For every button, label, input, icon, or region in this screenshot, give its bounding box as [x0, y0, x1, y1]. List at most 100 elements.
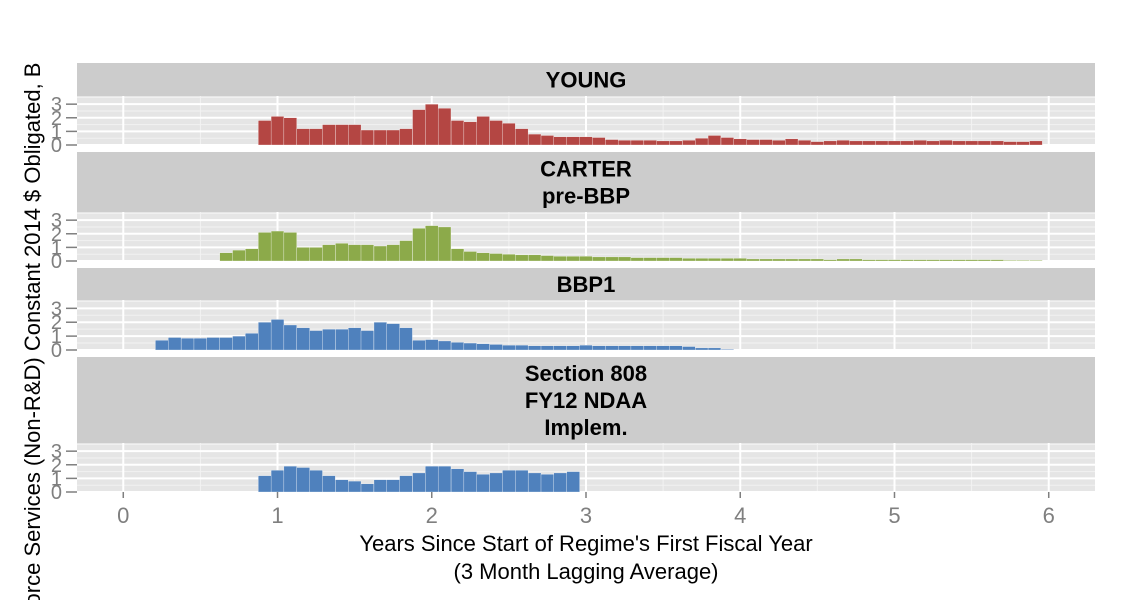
bar: [181, 338, 195, 351]
bar: [399, 240, 413, 262]
bar: [399, 327, 413, 351]
bar: [926, 140, 940, 146]
bar: [322, 244, 336, 262]
bar: [450, 468, 465, 493]
bar: [617, 256, 632, 262]
bar: [823, 259, 837, 262]
bar: [990, 140, 1004, 146]
bar: [219, 337, 233, 351]
y-tick-label: 0: [51, 482, 62, 504]
bar: [528, 133, 542, 146]
bar: [643, 140, 657, 146]
bar: [296, 247, 310, 262]
bar: [476, 343, 490, 351]
bar: [283, 232, 297, 262]
bar: [450, 248, 465, 262]
bar: [900, 259, 914, 262]
bar: [373, 479, 387, 493]
bar: [592, 256, 606, 262]
bar: [785, 138, 799, 146]
facet-strip-label: FY12 NDAA: [525, 388, 647, 413]
facet-strip-label: Section 808: [525, 361, 647, 386]
bar: [168, 337, 182, 351]
bar: [540, 474, 555, 493]
facet-strip: [77, 152, 1095, 212]
bar: [707, 347, 722, 351]
bar: [283, 117, 297, 146]
bar: [528, 472, 542, 493]
bar: [360, 483, 375, 493]
bar: [528, 254, 542, 262]
bar: [656, 345, 670, 351]
bar: [373, 245, 387, 262]
bar: [695, 258, 709, 262]
bar: [733, 258, 747, 262]
bar: [283, 465, 297, 493]
bar: [720, 258, 735, 262]
bar: [707, 258, 722, 262]
y-axis-title: orce Services (Non-R&D) Constant 2014 $ …: [20, 63, 45, 600]
bar: [797, 140, 812, 146]
x-axis-title-line-1: Years Since Start of Regime's First Fisc…: [359, 531, 812, 556]
y-tick-label: 3: [51, 441, 62, 463]
bar: [707, 135, 722, 146]
bar: [579, 256, 593, 262]
bar: [412, 228, 426, 262]
y-tick-label: 1: [51, 326, 62, 348]
bar: [887, 259, 902, 262]
y-tick-label: 1: [51, 121, 62, 143]
bar: [476, 474, 490, 493]
bar: [309, 247, 323, 262]
bar: [682, 346, 696, 351]
bar: [515, 344, 529, 351]
bar: [630, 257, 644, 262]
bar: [952, 140, 966, 146]
bar: [489, 344, 503, 351]
bar: [412, 472, 426, 493]
facet-strip-label: YOUNG: [546, 68, 627, 93]
x-tick-label: 2: [426, 503, 438, 528]
bar: [489, 120, 503, 146]
bar: [425, 465, 439, 493]
bar: [862, 259, 876, 262]
bar: [682, 140, 696, 146]
bar: [296, 128, 310, 146]
bar: [656, 140, 670, 146]
bar: [630, 140, 644, 146]
y-tick-label: 0: [51, 340, 62, 362]
bar: [373, 129, 387, 146]
bar: [592, 137, 606, 146]
bar: [1029, 260, 1043, 262]
bar: [566, 345, 580, 351]
bar: [425, 104, 439, 146]
bar: [695, 347, 709, 351]
bar: [155, 340, 169, 351]
bar: [926, 259, 940, 262]
bar: [335, 479, 349, 493]
bar: [360, 244, 375, 262]
bar: [258, 475, 272, 493]
facet-strip-label: pre-BBP: [542, 184, 630, 209]
bar: [682, 258, 696, 262]
facet-strip-label: CARTER: [540, 157, 632, 182]
facet-strip: [77, 63, 1095, 96]
x-tick-label: 6: [1043, 503, 1055, 528]
bar: [258, 120, 272, 146]
bar: [463, 471, 477, 493]
bar: [399, 475, 413, 493]
bar: [1016, 260, 1030, 262]
bar: [335, 124, 349, 146]
bar: [193, 338, 207, 351]
y-tick-label: 3: [51, 298, 62, 320]
y-tick-label: 1: [51, 237, 62, 259]
bar: [553, 472, 567, 493]
bar: [437, 226, 452, 262]
y-tick-label: 3: [51, 94, 62, 116]
bar: [630, 345, 644, 351]
bar: [785, 258, 799, 262]
bar: [412, 109, 426, 146]
bar: [797, 258, 812, 262]
